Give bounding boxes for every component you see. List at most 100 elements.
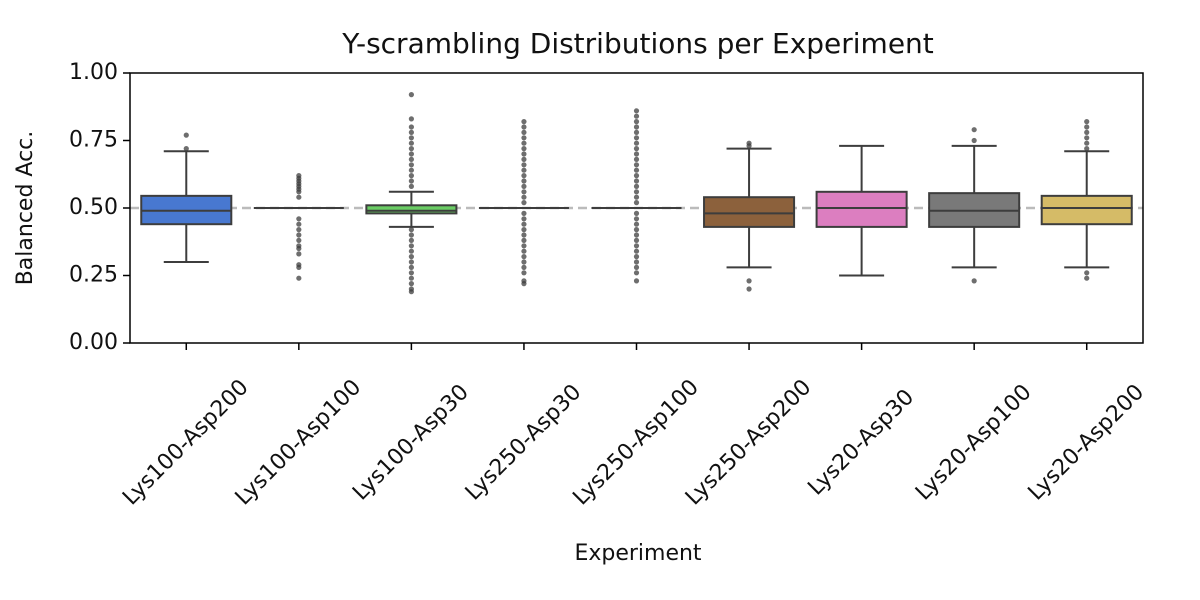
outlier bbox=[521, 178, 527, 184]
outlier bbox=[633, 278, 640, 284]
outlier bbox=[296, 216, 302, 222]
outlier bbox=[521, 167, 527, 173]
outlier bbox=[521, 232, 527, 238]
outlier bbox=[633, 173, 640, 179]
outlier bbox=[408, 92, 414, 98]
outlier bbox=[183, 146, 189, 152]
outlier bbox=[408, 275, 414, 281]
outlier bbox=[408, 146, 414, 152]
outlier bbox=[296, 251, 302, 257]
outlier bbox=[408, 232, 414, 238]
outlier bbox=[521, 146, 527, 152]
outlier bbox=[521, 210, 527, 216]
outlier bbox=[408, 254, 414, 260]
y-tick-label: 0.25 bbox=[69, 263, 118, 288]
outlier bbox=[521, 140, 527, 146]
y-tick-label: 0.50 bbox=[69, 195, 118, 220]
x-tick-label: Lys100-Asp100 bbox=[231, 375, 367, 511]
outlier bbox=[1084, 146, 1090, 152]
outlier bbox=[633, 156, 640, 162]
outlier bbox=[746, 278, 752, 284]
x-tick-label: Lys250-Asp30 bbox=[461, 380, 587, 506]
chart-title: Y-scrambling Distributions per Experimen… bbox=[341, 27, 934, 60]
outlier bbox=[521, 243, 527, 249]
outlier bbox=[408, 259, 414, 265]
outlier bbox=[521, 151, 527, 157]
outlier bbox=[183, 132, 189, 138]
outlier bbox=[633, 129, 640, 135]
outlier bbox=[1084, 129, 1090, 135]
outlier bbox=[408, 135, 414, 141]
outlier bbox=[296, 262, 302, 268]
outlier bbox=[633, 264, 640, 270]
box bbox=[703, 196, 796, 228]
x-tick-label: Lys20-Asp30 bbox=[803, 385, 919, 501]
outlier bbox=[1084, 270, 1090, 276]
box bbox=[815, 190, 908, 228]
outlier bbox=[296, 173, 302, 179]
outlier bbox=[408, 270, 414, 276]
outlier bbox=[408, 116, 414, 122]
outlier bbox=[408, 140, 414, 146]
outlier bbox=[633, 200, 640, 206]
outlier bbox=[633, 151, 640, 157]
outlier bbox=[521, 156, 527, 162]
outlier bbox=[296, 237, 302, 243]
outlier bbox=[633, 140, 640, 146]
plot-frame bbox=[129, 72, 1144, 344]
outlier bbox=[521, 254, 527, 260]
outlier bbox=[746, 286, 752, 292]
outlier bbox=[746, 140, 752, 146]
outlier bbox=[521, 135, 527, 141]
x-axis-label: Experiment bbox=[574, 541, 701, 566]
outlier bbox=[521, 216, 527, 222]
outlier bbox=[408, 173, 414, 179]
outlier bbox=[408, 124, 414, 130]
outlier bbox=[296, 194, 302, 200]
outlier bbox=[296, 227, 302, 233]
outlier bbox=[633, 232, 640, 238]
outlier bbox=[633, 162, 640, 168]
outlier bbox=[633, 270, 640, 276]
outlier bbox=[408, 281, 414, 287]
outlier bbox=[633, 183, 640, 189]
outlier bbox=[521, 194, 527, 200]
outlier bbox=[408, 264, 414, 270]
outlier bbox=[408, 156, 414, 162]
outlier bbox=[296, 232, 302, 238]
outlier bbox=[521, 248, 527, 254]
outlier bbox=[633, 248, 640, 254]
outlier bbox=[521, 173, 527, 179]
outlier bbox=[633, 135, 640, 141]
outlier bbox=[633, 108, 640, 114]
y-tick-label: 0.75 bbox=[69, 128, 118, 153]
outlier bbox=[633, 216, 640, 222]
outlier bbox=[408, 129, 414, 135]
outlier bbox=[971, 137, 977, 144]
x-tick-label: Lys100-Asp30 bbox=[348, 380, 474, 506]
outlier bbox=[408, 248, 414, 254]
outlier bbox=[633, 243, 640, 249]
outlier bbox=[521, 189, 527, 195]
outlier bbox=[296, 221, 302, 227]
outlier bbox=[521, 183, 527, 189]
outlier bbox=[1084, 140, 1090, 146]
outlier bbox=[521, 264, 527, 270]
outlier bbox=[521, 200, 527, 206]
outlier bbox=[633, 113, 640, 119]
outlier bbox=[1084, 119, 1090, 125]
outlier bbox=[633, 210, 640, 216]
outlier bbox=[971, 127, 977, 133]
outlier bbox=[521, 124, 527, 130]
outlier bbox=[296, 275, 302, 281]
outlier bbox=[408, 167, 414, 173]
x-tick-label: Lys20-Asp200 bbox=[1024, 380, 1150, 506]
outlier bbox=[521, 259, 527, 265]
y-tick-label: 0.00 bbox=[69, 330, 118, 355]
outlier bbox=[408, 162, 414, 168]
outlier bbox=[633, 124, 640, 130]
y-tick-label: 1.00 bbox=[69, 60, 118, 85]
outlier bbox=[521, 162, 527, 168]
outlier bbox=[633, 259, 640, 265]
outlier bbox=[521, 278, 527, 284]
